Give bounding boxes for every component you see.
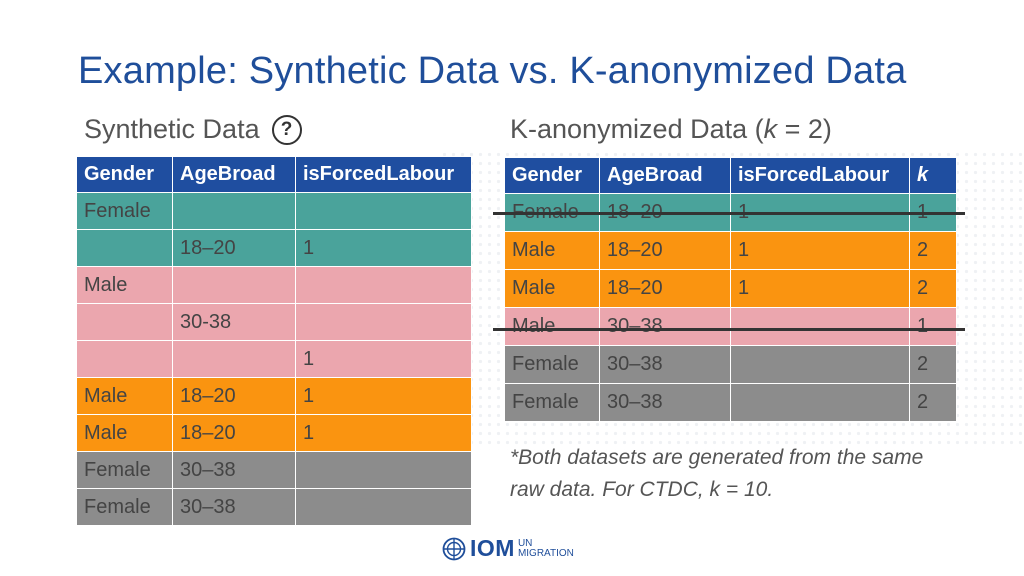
table-row: Female 30–38 (76, 451, 472, 489)
table-cell (295, 266, 472, 304)
table-cell: 2 (909, 269, 957, 308)
logo-line-migration: MIGRATION (517, 547, 574, 559)
table-cell (730, 383, 910, 422)
logo-subtext: UN MIGRATION (517, 537, 574, 559)
logo-text: IOM (470, 535, 515, 561)
table-cell: 1 (295, 414, 472, 452)
strikethrough-line (493, 212, 965, 215)
column-header-gender: Gender (76, 156, 173, 193)
table-cell: 2 (909, 231, 957, 270)
table-cell (76, 340, 173, 378)
table-cell: 18–20 (172, 377, 296, 415)
column-header-k: k (909, 157, 957, 194)
table-cell: 18–20 (172, 414, 296, 452)
table-row: Female 30–38 2 (504, 383, 957, 422)
table-cell: 1 (295, 340, 472, 378)
column-header-isforcedlabour: isForcedLabour (295, 156, 472, 193)
table-row: 1 (76, 340, 472, 378)
column-header-agebroad: AgeBroad (599, 157, 731, 194)
table-cell (172, 266, 296, 304)
table-cell: 30–38 (599, 307, 731, 346)
table-cell: 1 (295, 377, 472, 415)
iom-logo: IOM UN MIGRATION (442, 535, 574, 562)
table-cell: 2 (909, 383, 957, 422)
synthetic-data-table: Gender AgeBroad isForcedLabour Female 18… (76, 156, 472, 526)
table-cell: 30–38 (172, 488, 296, 526)
table-cell: Female (76, 451, 173, 489)
kanonymized-data-heading: K-anonymized Data (k = 2) (510, 114, 832, 145)
table-cell: Male (504, 307, 600, 346)
table-row: Male 18–20 1 2 (504, 231, 957, 270)
table-cell: 18–20 (599, 231, 731, 270)
table-cell: 30–38 (599, 383, 731, 422)
table-cell: 1 (730, 231, 910, 270)
table-cell: Male (76, 266, 173, 304)
footnote: *Both datasets are generated from the sa… (510, 446, 924, 501)
table-cell: 18–20 (172, 229, 296, 267)
table-cell: 1 (730, 269, 910, 308)
table-cell (295, 451, 472, 489)
table-cell: Female (76, 488, 173, 526)
table-cell: 1 (909, 307, 957, 346)
table-cell: 18–20 (599, 269, 731, 308)
column-header-gender: Gender (504, 157, 600, 194)
table-row: Male 18–20 1 (76, 377, 472, 415)
table-row: Female (76, 192, 472, 230)
kanon-label-suffix: = 2) (777, 114, 832, 144)
table-cell (295, 192, 472, 230)
table-row: Female 30–38 (76, 488, 472, 526)
table-cell: Female (504, 383, 600, 422)
table-row: 18–20 1 (76, 229, 472, 267)
table-cell: 30–38 (599, 345, 731, 384)
un-emblem-icon (442, 537, 466, 560)
table-cell: 2 (909, 345, 957, 384)
table-cell (295, 303, 472, 341)
table-cell: 30-38 (172, 303, 296, 341)
table-cell (730, 345, 910, 384)
table-header-row: Gender AgeBroad isForcedLabour k (504, 157, 957, 194)
column-header-isforcedlabour: isForcedLabour (730, 157, 910, 194)
column-header-agebroad: AgeBroad (172, 156, 296, 193)
table-cell: Male (76, 414, 173, 452)
table-cell (76, 229, 173, 267)
strikethrough-line (493, 328, 965, 331)
kanon-label-prefix: K-anonymized Data ( (510, 114, 764, 144)
table-cell: Male (504, 269, 600, 308)
table-cell: Female (504, 345, 600, 384)
table-cell (730, 307, 910, 346)
table-cell: 30–38 (172, 451, 296, 489)
table-row: 30-38 (76, 303, 472, 341)
table-row: Male 30–38 1 (504, 307, 957, 346)
table-row: Male (76, 266, 472, 304)
synthetic-data-heading: Synthetic Data? (84, 114, 302, 145)
synthetic-data-label: Synthetic Data (84, 114, 260, 144)
table-cell: Male (504, 231, 600, 270)
table-cell (172, 340, 296, 378)
table-cell: Male (76, 377, 173, 415)
kanonymized-data-table: Gender AgeBroad isForcedLabour k Female … (504, 157, 957, 422)
table-cell (76, 303, 173, 341)
kanon-label-k: k (763, 114, 778, 144)
table-row: Male 18–20 1 (76, 414, 472, 452)
page-title: Example: Synthetic Data vs. K-anonymized… (78, 50, 907, 92)
logo-line-un: UN (517, 537, 533, 549)
table-cell: Female (76, 192, 173, 230)
table-header-row: Gender AgeBroad isForcedLabour (76, 156, 472, 193)
table-cell: 1 (295, 229, 472, 267)
table-row: Female 30–38 2 (504, 345, 957, 384)
table-row: Male 18–20 1 2 (504, 269, 957, 308)
table-cell (172, 192, 296, 230)
question-circle-icon: ? (271, 115, 302, 145)
table-cell (295, 488, 472, 526)
